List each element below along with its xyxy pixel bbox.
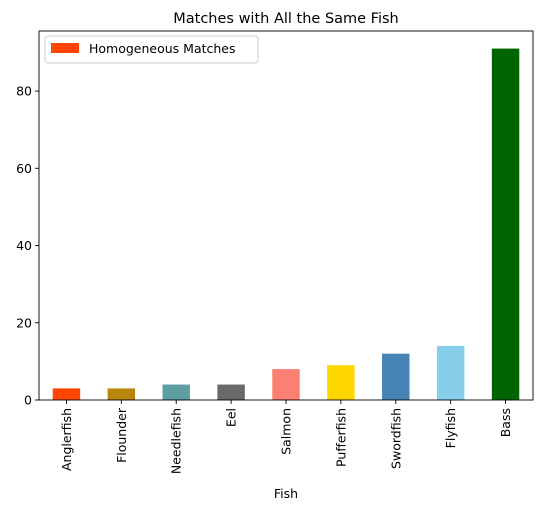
- legend-swatch: [51, 43, 79, 53]
- x-axis: Anglerfish Flounder Needlefish Eel Salmon Puf…: [59, 400, 513, 474]
- plot-frame: [38, 30, 534, 401]
- x-tick-label: Salmon: [279, 408, 294, 455]
- x-tick-label: Pufferfish: [333, 408, 348, 467]
- bar-anglerfish: [52, 388, 81, 400]
- x-tick-label: Bass: [498, 408, 513, 437]
- x-tick-label: Flyfish: [443, 408, 458, 448]
- bar-pufferfish: [327, 365, 355, 400]
- x-tick-label: Anglerfish: [59, 408, 74, 471]
- x-tick-label: Needlefish: [169, 408, 184, 474]
- chart-title: Matches with All the Same Fish: [173, 11, 399, 27]
- y-tick-label: 20: [16, 315, 32, 330]
- y-axis: 0 20 40 60 80: [16, 84, 39, 408]
- x-tick-label: Flounder: [114, 407, 129, 463]
- x-tick-label: Swordfish: [388, 408, 403, 469]
- bars-group: [52, 48, 520, 400]
- y-tick-label: 80: [16, 84, 32, 99]
- bar-flounder: [107, 388, 136, 400]
- y-tick-label: 0: [24, 393, 32, 408]
- bar-flyfish: [436, 345, 465, 400]
- legend-label: Homogeneous Matches: [89, 41, 236, 56]
- legend-box: [44, 35, 259, 64]
- x-tick-label: Eel: [224, 408, 239, 427]
- y-tick-label: 40: [16, 238, 32, 253]
- bar-salmon: [272, 369, 300, 400]
- legend: Homogeneous Matches: [44, 35, 259, 64]
- bar-bass: [491, 48, 520, 400]
- bar-needlefish: [162, 384, 190, 400]
- y-tick-label: 60: [16, 161, 32, 176]
- x-axis-title: Fish: [274, 486, 298, 501]
- bar-swordfish: [382, 353, 410, 400]
- bar-eel: [217, 384, 245, 400]
